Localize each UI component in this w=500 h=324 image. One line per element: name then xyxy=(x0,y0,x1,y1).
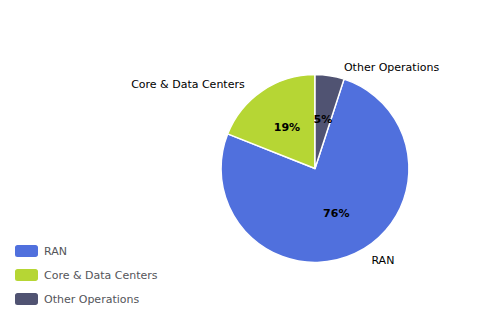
svg-text:RAN: RAN xyxy=(44,245,67,258)
svg-text:Other Operations: Other Operations xyxy=(44,293,139,306)
svg-text:19%: 19% xyxy=(274,121,300,134)
svg-text:Other Operations: Other Operations xyxy=(344,61,439,74)
svg-text:5%: 5% xyxy=(313,113,332,126)
svg-text:RAN: RAN xyxy=(371,254,394,267)
svg-text:76%: 76% xyxy=(323,207,349,220)
svg-text:Core & Data Centers: Core & Data Centers xyxy=(131,78,245,91)
svg-text:Core & Data Centers: Core & Data Centers xyxy=(44,269,158,282)
